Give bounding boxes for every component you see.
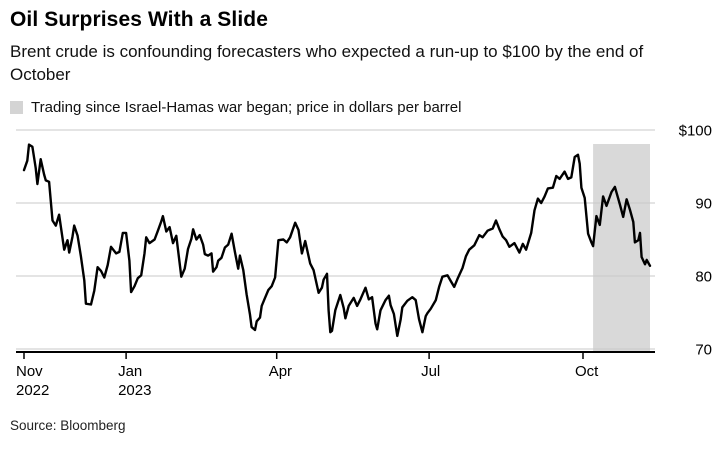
month-label: Apr: [269, 363, 292, 380]
year-label: 2022: [16, 382, 49, 399]
source-note: Source: Bloomberg: [10, 418, 126, 434]
y-axis-label: 70: [695, 342, 712, 359]
legend-label: Trading since Israel-Hamas war began; pr…: [31, 99, 462, 117]
page-title: Oil Surprises With a Slide: [10, 8, 268, 31]
legend: Trading since Israel-Hamas war began; pr…: [10, 99, 702, 116]
month-label: Jan: [118, 363, 142, 380]
chart-card: Oil Surprises With a Slide Brent crude i…: [10, 8, 712, 434]
month-label: Oct: [575, 363, 599, 380]
y-axis-label: 90: [695, 196, 712, 213]
month-label: Jul: [421, 363, 440, 380]
legend-swatch-icon: [10, 101, 23, 115]
year-label: 2023: [118, 382, 151, 399]
chart-svg: $100 90 80 70 Nov 2022 Jan 2023 Apr Jul Oct: [16, 123, 712, 399]
y-axis-label: 80: [695, 269, 712, 286]
y-axis-label: $100: [679, 123, 712, 140]
month-label: Nov: [16, 363, 43, 380]
price-line: [22, 143, 652, 338]
chart-subtitle: Brent crude is confounding forecasters w…: [10, 42, 644, 84]
